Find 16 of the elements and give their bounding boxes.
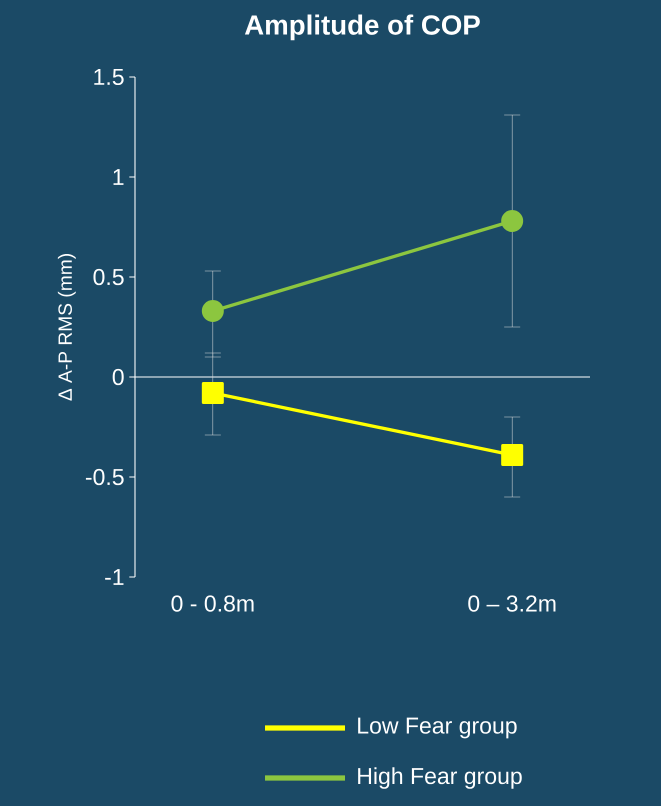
x-tick-label: 0 – 3.2m <box>468 595 556 612</box>
y-tick-label: 1 <box>114 169 124 185</box>
point <box>202 300 224 322</box>
y-tick-label: 1.5 <box>94 68 124 86</box>
point <box>501 210 524 232</box>
y-tick-label: 0 <box>112 368 124 386</box>
y-tick-label: -1 <box>105 569 124 585</box>
y-axis-title: Δ A-P RMS (mm) <box>58 254 76 401</box>
y-tick-label: 0.5 <box>93 268 124 286</box>
x-tick-label: 0 - 0.8m <box>171 595 254 612</box>
point <box>202 382 224 404</box>
point <box>501 444 524 466</box>
y-tick-label: -0.5 <box>86 468 124 486</box>
legend-label: High Fear group <box>358 767 522 789</box>
legend-label: Low Fear group <box>358 718 517 738</box>
chart-title: Amplitude of COP <box>244 14 480 40</box>
